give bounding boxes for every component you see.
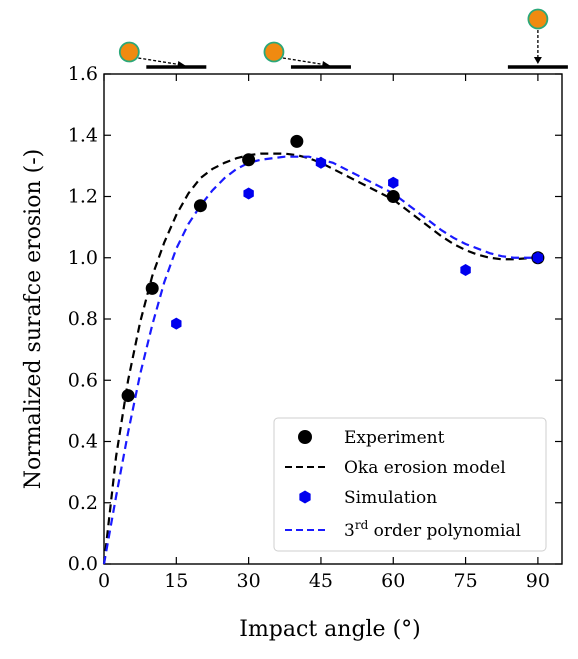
x-tick-label: 30: [237, 570, 261, 592]
impact-icons: [118, 8, 568, 69]
x-tick-label: 45: [309, 570, 333, 592]
y-tick-label: 0.0: [68, 553, 98, 575]
y-tick-label: 1.2: [68, 186, 98, 208]
y-tick-label: 0.4: [68, 431, 98, 453]
particle: [263, 41, 285, 63]
y-tick-label: 1.6: [68, 63, 98, 85]
simulation-point: [460, 264, 471, 276]
experiment-point: [386, 190, 400, 203]
x-axis-title: Impact angle (°): [239, 617, 421, 642]
simulation-point: [171, 317, 182, 330]
particle: [527, 8, 549, 30]
y-tick-label: 1.4: [68, 124, 98, 146]
arrowhead: [321, 61, 330, 68]
data-points: [121, 134, 545, 403]
simulation-point: [388, 176, 399, 189]
y-tick-label: 0.6: [68, 369, 98, 391]
legend-experiment-marker: [298, 430, 312, 444]
y-tick-label: 0.2: [68, 492, 98, 514]
legend: Experiment Oka erosion model Simulation …: [273, 417, 547, 552]
legend-simulation-label: Simulation: [344, 488, 437, 508]
y-tick-label: 1.0: [68, 247, 98, 269]
y-tick-label: 0.8: [68, 308, 98, 330]
experiment-point: [145, 281, 159, 295]
simulation-point: [532, 251, 544, 264]
oka-model-curve: [102, 152, 538, 565]
legend-polynomial-label: 3rd order polynomial: [344, 518, 521, 541]
experiment-point: [290, 134, 304, 148]
normal-impact-icon: [507, 8, 568, 69]
legend-simulation-marker: [299, 490, 311, 504]
experiment-point: [193, 199, 207, 213]
axis-ticks: 0 15 30 45 60 75 90 0.0 0.2 0.4 0.6 0.8 1.0 1.2 1.4 1.6: [68, 63, 562, 592]
arrowhead: [177, 61, 186, 68]
y-axis-title: Normalized surafce erosion (-): [21, 149, 46, 489]
experiment-point: [242, 153, 256, 167]
legend-oka-label: Oka erosion model: [344, 458, 506, 478]
particle: [118, 41, 140, 63]
legend-box: [273, 417, 547, 552]
oblique-impact-icon: [263, 41, 351, 69]
trajectory-arrow: [282, 57, 328, 66]
legend-experiment-label: Experiment: [344, 428, 445, 448]
simulation-point: [315, 156, 327, 169]
experiment-point: [121, 389, 135, 403]
arrowhead: [533, 57, 542, 64]
simulation-point: [243, 187, 254, 200]
x-tick-label: 0: [98, 570, 110, 592]
x-tick-label: 15: [164, 570, 188, 592]
trajectory-arrow: [138, 57, 183, 66]
x-tick-label: 60: [381, 570, 405, 592]
oblique-impact-icon: [118, 41, 207, 69]
x-tick-label: 75: [453, 570, 477, 592]
x-tick-label: 90: [526, 570, 550, 592]
